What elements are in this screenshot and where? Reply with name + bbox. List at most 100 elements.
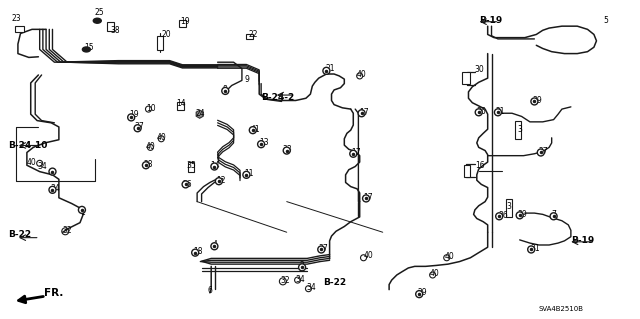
Text: 34: 34 [296, 275, 305, 284]
Text: 17: 17 [360, 108, 369, 117]
Text: 39: 39 [532, 96, 542, 105]
Text: 27: 27 [539, 147, 548, 156]
Polygon shape [196, 110, 203, 118]
Text: 22: 22 [248, 30, 258, 39]
Bar [188, 161, 194, 172]
Text: 3: 3 [517, 125, 522, 134]
Text: 6: 6 [208, 286, 213, 295]
Text: 39: 39 [517, 210, 527, 219]
Text: 31: 31 [530, 244, 540, 253]
Bar [179, 20, 186, 27]
Ellipse shape [93, 18, 101, 23]
Text: 13: 13 [259, 138, 269, 147]
Circle shape [476, 109, 482, 116]
Text: 40: 40 [146, 142, 156, 151]
Bar [462, 72, 470, 84]
Text: SVA4B2510B: SVA4B2510B [539, 306, 584, 312]
Circle shape [299, 264, 305, 271]
Text: 2: 2 [300, 261, 304, 270]
Bar [157, 36, 163, 50]
Text: 34: 34 [306, 283, 316, 292]
Text: 19: 19 [180, 17, 190, 26]
Bar [177, 102, 184, 110]
Circle shape [528, 246, 534, 253]
Text: 20: 20 [161, 30, 171, 39]
Circle shape [49, 186, 56, 193]
Text: 37: 37 [134, 122, 144, 131]
Text: 24: 24 [195, 109, 205, 118]
Circle shape [496, 213, 502, 220]
Circle shape [416, 291, 422, 298]
Text: B-24-2: B-24-2 [261, 93, 294, 102]
Text: 40: 40 [364, 251, 373, 260]
Bar [506, 199, 512, 217]
Bar [246, 34, 253, 39]
Text: B-22: B-22 [8, 230, 31, 239]
Circle shape [258, 141, 264, 148]
Bar [107, 22, 113, 31]
Text: 40: 40 [357, 70, 367, 78]
Text: 36: 36 [498, 211, 508, 220]
Text: 17: 17 [351, 148, 360, 157]
Circle shape [363, 195, 369, 202]
Text: 21: 21 [325, 64, 335, 73]
Bar [15, 26, 24, 32]
Text: 40: 40 [445, 252, 454, 261]
Circle shape [222, 87, 228, 94]
Text: 11: 11 [244, 169, 254, 178]
Text: 34: 34 [50, 184, 60, 193]
Text: 7: 7 [552, 210, 557, 219]
Text: B-19: B-19 [571, 236, 594, 245]
Text: 15: 15 [84, 43, 94, 52]
Circle shape [358, 110, 365, 117]
Circle shape [79, 206, 85, 213]
Text: 40: 40 [27, 158, 36, 167]
Circle shape [192, 249, 198, 256]
Text: 41: 41 [251, 125, 260, 134]
Text: B-24-10: B-24-10 [8, 141, 47, 150]
Text: 40: 40 [430, 269, 440, 278]
Circle shape [516, 212, 523, 219]
Text: B-22: B-22 [323, 278, 346, 287]
Text: 40: 40 [157, 133, 166, 142]
Circle shape [143, 162, 149, 169]
Text: 32: 32 [63, 226, 72, 235]
Circle shape [134, 125, 141, 132]
Circle shape [550, 213, 557, 220]
Text: 16: 16 [475, 161, 484, 170]
Text: 30: 30 [475, 65, 484, 74]
Text: FR.: FR. [44, 288, 63, 299]
Text: 23: 23 [12, 14, 21, 23]
Circle shape [182, 181, 189, 188]
Text: 37: 37 [319, 244, 328, 253]
Circle shape [531, 98, 538, 105]
Text: 34: 34 [37, 162, 47, 171]
Circle shape [350, 150, 356, 157]
Circle shape [495, 109, 501, 116]
Text: 38: 38 [110, 26, 120, 35]
Text: 33: 33 [283, 145, 292, 154]
Text: 25: 25 [95, 8, 104, 17]
Text: 29: 29 [417, 288, 427, 297]
Text: 4: 4 [212, 241, 218, 249]
Circle shape [216, 178, 222, 185]
Circle shape [128, 114, 134, 121]
Circle shape [250, 127, 256, 134]
Circle shape [323, 67, 330, 74]
Text: 12: 12 [216, 176, 226, 185]
Text: 26: 26 [182, 180, 192, 189]
Text: B-19: B-19 [479, 16, 502, 25]
Text: 32: 32 [280, 276, 290, 285]
Text: 36: 36 [477, 107, 486, 115]
Text: 5: 5 [603, 16, 608, 25]
Circle shape [49, 168, 56, 175]
Text: 3: 3 [507, 202, 512, 211]
Circle shape [243, 171, 250, 178]
Circle shape [538, 149, 544, 156]
Bar [464, 165, 470, 177]
Ellipse shape [83, 47, 90, 52]
Text: 10: 10 [146, 104, 156, 113]
Text: 28: 28 [144, 160, 154, 169]
Bar [515, 121, 522, 139]
Text: 17: 17 [364, 193, 373, 202]
